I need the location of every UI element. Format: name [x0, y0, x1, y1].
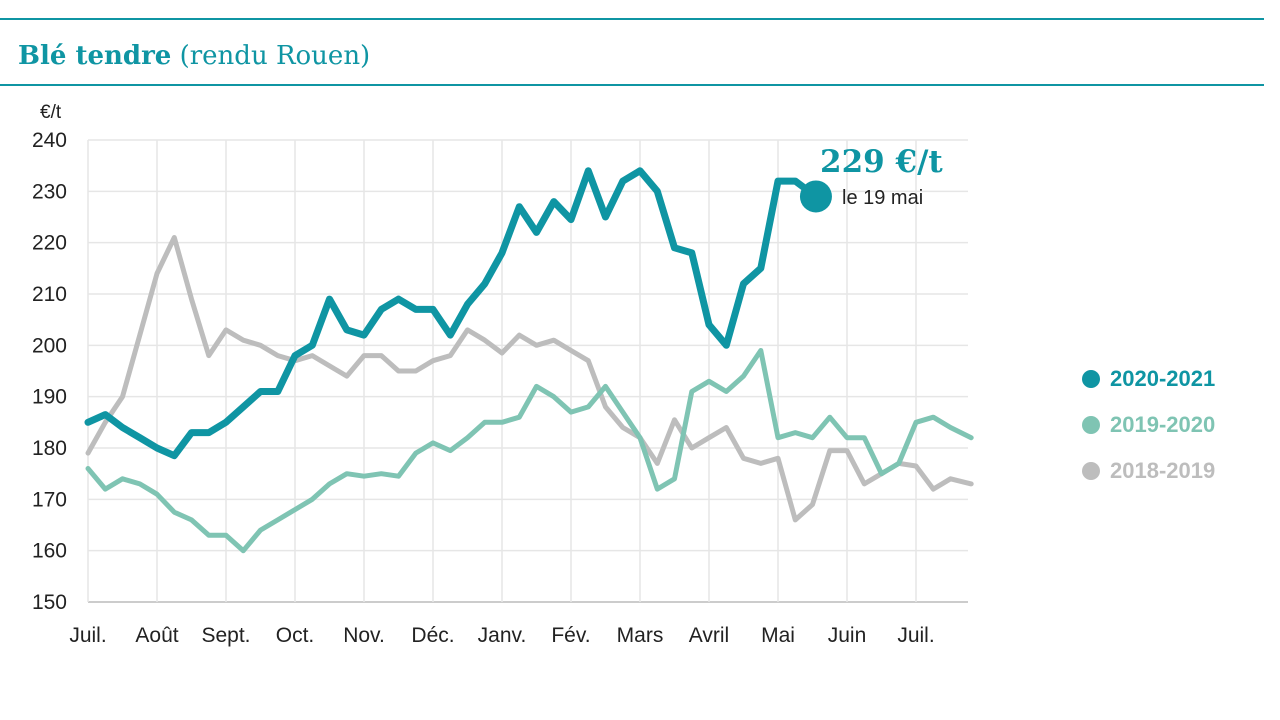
- series-line-2018-2019: [85, 235, 974, 523]
- legend: 2020-2021 2019-2020 2018-2019: [1082, 356, 1215, 494]
- x-tick-label: Fév.: [551, 624, 590, 647]
- legend-dot-icon: [1082, 462, 1100, 480]
- legend-dot-icon: [1082, 416, 1100, 434]
- x-tick-label: Juil.: [897, 624, 934, 647]
- y-tick-label: 200: [32, 334, 67, 357]
- legend-label: 2019-2020: [1110, 412, 1216, 437]
- series-lines: [84, 167, 974, 554]
- latest-price-date: le 19 mai: [842, 187, 923, 209]
- y-tick-label: 150: [32, 591, 67, 614]
- x-tick-label: Juin: [828, 624, 867, 647]
- y-tick-label: 160: [32, 540, 67, 563]
- annotation: 229 €/t le 19 mai: [799, 144, 943, 213]
- grid: [87, 139, 968, 603]
- y-tick-label: 170: [32, 488, 67, 511]
- y-tick-label: 180: [32, 437, 67, 460]
- top-rule: [0, 18, 1264, 20]
- x-axis-ticks: Juil. Août Sept. Oct. Nov. Déc. Janv. Fév. Mars A…: [69, 624, 934, 647]
- legend-dot-icon: [1082, 370, 1100, 388]
- x-tick-label: Nov.: [343, 624, 385, 647]
- x-tick-label: Sept.: [201, 624, 250, 647]
- x-tick-label: Mai: [761, 624, 795, 647]
- y-tick-label: 230: [32, 180, 67, 203]
- y-axis-unit-label: €/t: [40, 102, 62, 123]
- chart-title-main: Blé tendre: [18, 41, 172, 71]
- x-tick-label: Janv.: [478, 624, 527, 647]
- series-line-2020-2021: [84, 167, 820, 460]
- legend-item-2018-2019: 2018-2019: [1082, 448, 1215, 494]
- y-axis-ticks: 150 160 170 180 190 200 210 220 230 240: [32, 129, 67, 614]
- x-tick-label: Août: [135, 624, 178, 647]
- latest-price-value: 229 €/t: [820, 144, 943, 180]
- series-line-2019-2020: [85, 348, 974, 554]
- x-tick-label: Oct.: [276, 624, 315, 647]
- y-tick-label: 220: [32, 232, 67, 255]
- y-tick-label: 210: [32, 283, 67, 306]
- x-tick-label: Mars: [617, 624, 664, 647]
- latest-price-point: [799, 180, 832, 213]
- title-underline: [0, 84, 1264, 86]
- x-tick-label: Avril: [689, 624, 729, 647]
- chart-title-sub: (rendu Rouen): [179, 41, 371, 71]
- legend-label: 2020-2021: [1110, 366, 1216, 391]
- legend-label: 2018-2019: [1110, 458, 1216, 483]
- x-tick-label: Juil.: [69, 624, 106, 647]
- chart-title: Blé tendre (rendu Rouen): [18, 38, 370, 74]
- x-tick-label: Déc.: [411, 624, 454, 647]
- legend-item-2019-2020: 2019-2020: [1082, 402, 1215, 448]
- y-tick-label: 190: [32, 386, 67, 409]
- legend-item-2020-2021: 2020-2021: [1082, 356, 1215, 402]
- y-tick-label: 240: [32, 129, 67, 152]
